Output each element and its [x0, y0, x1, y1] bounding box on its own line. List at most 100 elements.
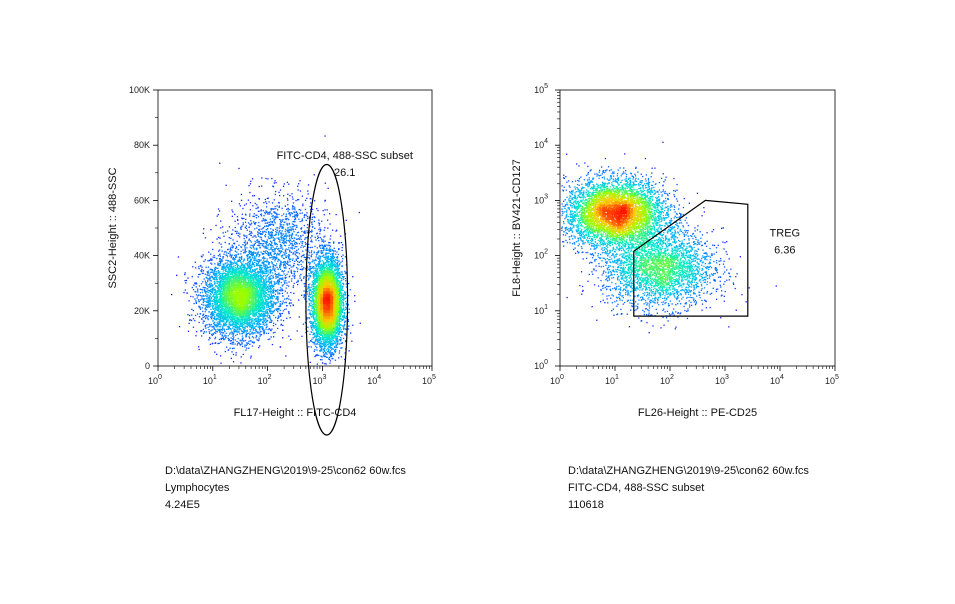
- event-dot: [226, 265, 228, 267]
- event-dot: [250, 224, 252, 226]
- event-dot: [288, 229, 290, 232]
- event-dot: [193, 284, 195, 286]
- event-dot: [274, 238, 276, 240]
- event-dot: [343, 293, 345, 295]
- event-dot: [264, 281, 266, 283]
- event-dot: [321, 347, 323, 349]
- event-dot: [324, 350, 326, 353]
- event-dot: [240, 228, 242, 230]
- event-dot: [249, 324, 251, 326]
- event-dot: [206, 301, 209, 304]
- event-dot: [254, 228, 256, 230]
- event-dot: [280, 312, 282, 315]
- event-dot: [265, 315, 267, 317]
- event-dot: [281, 274, 283, 277]
- event-dot: [296, 260, 299, 263]
- event-dot: [217, 324, 219, 326]
- event-dot: [221, 315, 223, 317]
- event-dot: [315, 266, 317, 268]
- event-dot: [261, 228, 263, 230]
- event-dot: [225, 251, 227, 253]
- event-dot: [280, 290, 282, 292]
- event-dot: [255, 312, 257, 314]
- event-dot: [304, 230, 306, 232]
- event-dot: [314, 326, 317, 329]
- event-dot: [309, 269, 311, 272]
- event-dot: [327, 249, 329, 251]
- event-dot: [293, 282, 295, 285]
- event-dot: [195, 291, 197, 293]
- event-dot: [205, 301, 208, 303]
- event-dot: [293, 273, 295, 275]
- event-dot: [215, 329, 217, 331]
- event-dot: [185, 279, 188, 282]
- event-dot: [292, 304, 294, 307]
- event-dot: [274, 193, 276, 196]
- event-dot: [204, 304, 206, 306]
- event-dot: [339, 274, 342, 276]
- event-dot: [220, 362, 222, 364]
- event-dot: [282, 227, 284, 229]
- event-dot: [316, 272, 319, 275]
- event-dot: [315, 345, 317, 347]
- event-dot: [336, 259, 338, 261]
- event-dot: [322, 264, 324, 266]
- event-dot: [279, 303, 281, 305]
- event-dot: [274, 244, 276, 246]
- event-dot: [313, 216, 315, 218]
- event-dot: [321, 362, 324, 364]
- event-dot: [267, 228, 269, 230]
- event-dot: [235, 262, 237, 264]
- event-dot: [221, 319, 223, 321]
- event-dot: [290, 237, 292, 239]
- event-dot: [240, 193, 243, 196]
- event-dot: [251, 328, 253, 330]
- event-dot: [300, 228, 302, 230]
- event-dot: [285, 219, 288, 221]
- event-dot: [270, 312, 273, 315]
- event-dot: [330, 354, 332, 356]
- event-dot: [255, 207, 257, 210]
- event-dot: [231, 351, 233, 353]
- event-dot: [214, 289, 217, 291]
- event-dot: [300, 263, 302, 266]
- event-dot: [294, 209, 296, 211]
- event-dot: [269, 212, 271, 214]
- event-dot: [228, 339, 230, 341]
- event-dot: [211, 305, 213, 307]
- event-dot: [268, 237, 270, 240]
- event-dot: [223, 253, 225, 255]
- event-dot: [263, 271, 265, 273]
- event-dot: [318, 354, 320, 356]
- event-dot: [250, 321, 253, 323]
- event-dot: [328, 352, 330, 354]
- event-dot: [246, 343, 248, 345]
- event-dot: [337, 330, 340, 332]
- event-dot: [260, 209, 262, 211]
- event-dot: [277, 283, 279, 285]
- event-dot: [287, 227, 289, 229]
- event-dot: [252, 329, 255, 331]
- event-dot: [263, 292, 265, 294]
- event-dot: [292, 285, 295, 287]
- event-dot: [230, 264, 233, 266]
- event-dot: [318, 224, 320, 226]
- event-dot: [250, 265, 252, 267]
- event-dot: [253, 327, 256, 329]
- event-dot: [268, 309, 270, 311]
- event-dot: [264, 220, 266, 222]
- event-dot: [231, 215, 233, 217]
- event-dot: [338, 333, 340, 335]
- event-dot: [221, 310, 223, 312]
- event-dot: [265, 270, 267, 273]
- event-dot: [251, 271, 253, 273]
- event-dot: [316, 253, 318, 255]
- event-dot: [248, 257, 250, 259]
- event-dot: [212, 278, 214, 280]
- event-dot: [312, 321, 314, 323]
- event-dot: [203, 332, 205, 334]
- event-dot: [231, 323, 233, 326]
- event-dot: [338, 268, 340, 270]
- event-dot: [316, 340, 318, 343]
- event-dot: [228, 318, 230, 320]
